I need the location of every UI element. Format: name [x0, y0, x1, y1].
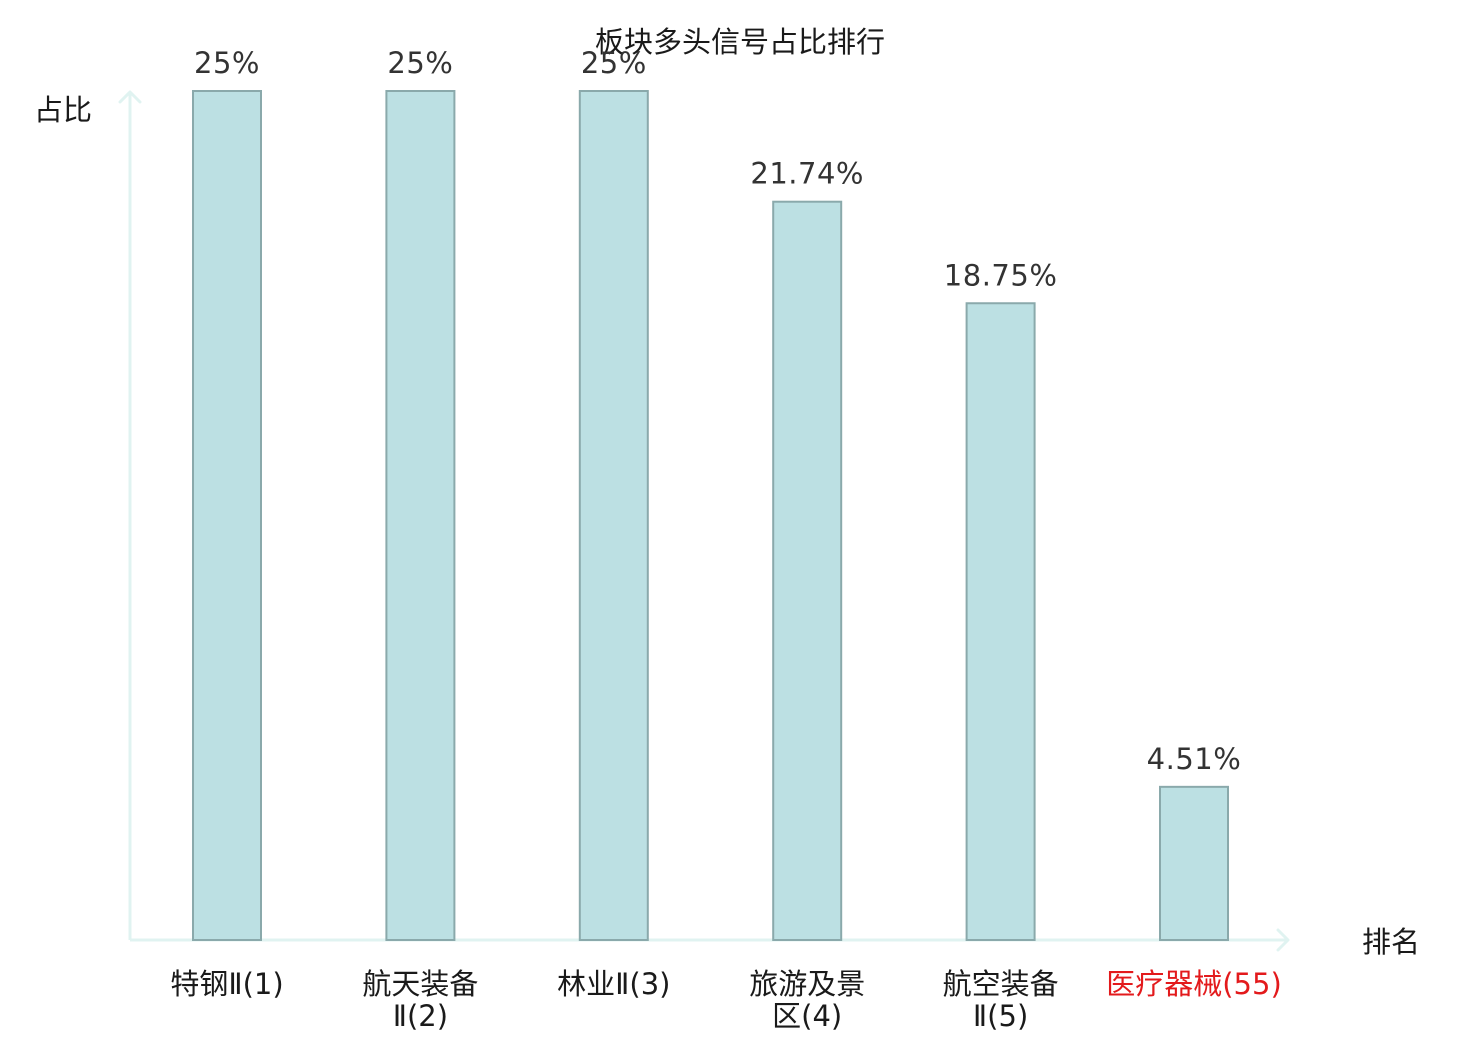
value-labels: 25% 25% 25% 21.74% 18.75% 4.51% [194, 46, 1241, 776]
bar-value-label: 18.75% [944, 258, 1058, 292]
x-tick-label: 航天装备 [362, 967, 478, 1001]
bar-series [192, 90, 1229, 941]
x-tick-label: 区(4) [772, 999, 842, 1033]
bar [965, 302, 1036, 941]
x-tick-label: 林业Ⅱ(3) [557, 967, 670, 1001]
x-tick-label: Ⅱ(5) [973, 999, 1028, 1033]
x-tick-label: 特钢Ⅱ(1) [170, 967, 283, 1001]
bar-value-label: 25% [194, 46, 260, 80]
bar-value-label: 4.51% [1147, 742, 1242, 776]
chart-title: 板块多头信号占比排行 [595, 25, 885, 59]
y-axis-label: 占比 [34, 93, 92, 127]
bar [772, 200, 843, 941]
x-tick-label: 航空装备 [943, 967, 1059, 1001]
x-tick-label: Ⅱ(2) [393, 999, 448, 1033]
x-tick-label: 旅游及景 [749, 967, 865, 1001]
x-axis-label: 排名 [1362, 925, 1420, 959]
bar [578, 90, 649, 941]
bar-value-label: 21.74% [750, 157, 864, 191]
bar [385, 90, 456, 941]
bar-value-label: 25% [581, 46, 647, 80]
x-tick-label: 医疗器械(55) [1106, 967, 1282, 1001]
bar-value-label: 25% [387, 46, 453, 80]
bar [1159, 785, 1229, 941]
bar [192, 90, 262, 941]
